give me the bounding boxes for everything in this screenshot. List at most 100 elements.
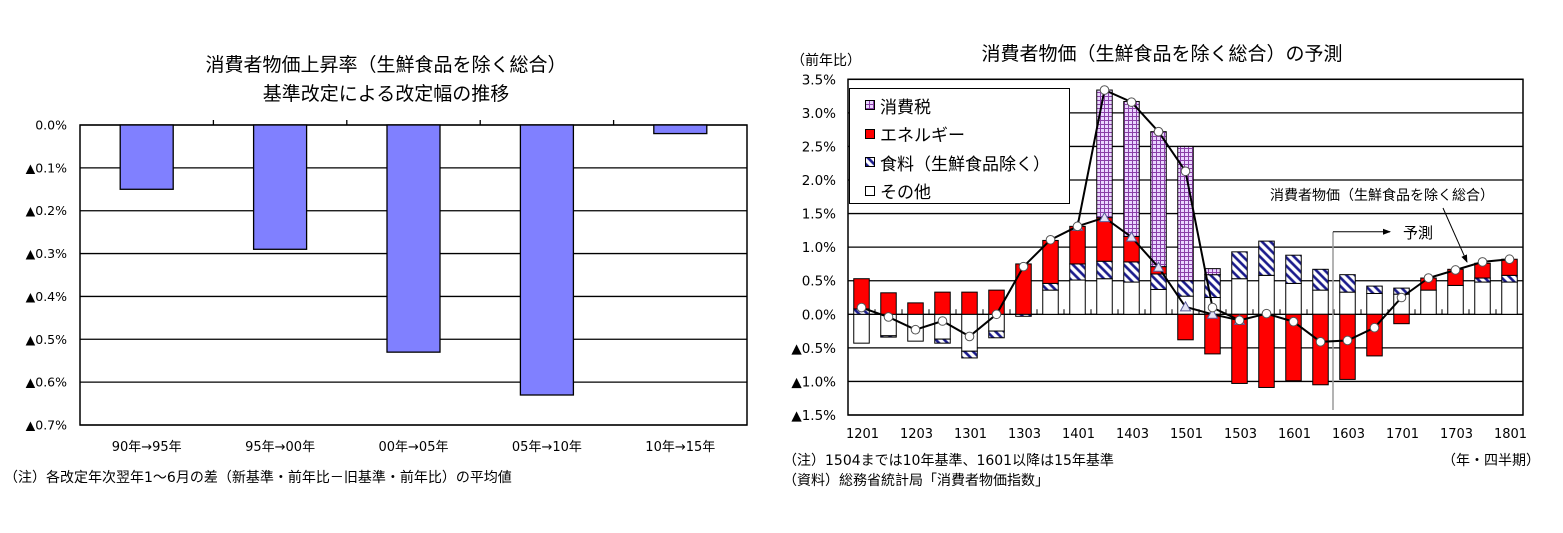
triangle-marker-icon: [1179, 300, 1192, 312]
bar-segment: [1285, 282, 1302, 315]
circle-marker-icon: [1342, 335, 1353, 346]
grid-swatch-icon: [865, 100, 875, 111]
left-chart-note: （注）各改定年次翌年1～6月の差（新基準・前年比－旧基準・前年比）の平均値: [4, 470, 512, 486]
left-chart-plot: 0.0% ▲0.1% ▲0.2% ▲0.3% ▲0.4% ▲0.5% ▲0.6% ▲0.7% 9…: [26, 118, 748, 455]
legend-item-consumption-tax: 消費税: [850, 91, 1069, 120]
bar: [386, 124, 441, 353]
annotation-cpi-line-label: 消費者物価（生鮮食品を除く総合）: [1270, 188, 1494, 204]
y-tick-label: 2.5%: [802, 139, 836, 155]
circle-marker-icon: [1234, 315, 1245, 326]
bar: [519, 124, 575, 396]
circle-marker-icon: [1396, 292, 1407, 303]
red-swatch-icon: [865, 128, 875, 139]
bar-segment: [1069, 263, 1086, 281]
bar-segment: [1420, 289, 1437, 315]
y-tick-label: ▲0.5%: [26, 332, 67, 347]
circle-marker-icon: [964, 331, 975, 342]
bar-segment: [1339, 313, 1356, 380]
bar-segment: [1312, 268, 1329, 291]
x-tick-label: 1601: [1278, 427, 1311, 442]
circle-marker-icon: [1180, 166, 1191, 177]
x-tick-label: 1403: [1116, 427, 1149, 442]
bar-segment: [1177, 280, 1194, 297]
circle-marker-icon: [1423, 273, 1434, 283]
bar-segment: [1312, 313, 1329, 386]
right-chart-note-base-year: （注）1504までは10年基準、1601以降は15年基準: [783, 453, 1114, 469]
bar-segment: [1447, 284, 1464, 315]
y-tick-label: ▲0.5%: [791, 341, 836, 357]
legend-label: 食料（生鮮食品除く）: [880, 154, 1050, 175]
y-tick-label: 1.5%: [802, 207, 836, 223]
bar-segment: [1366, 292, 1383, 315]
bar-segment: [1312, 289, 1329, 315]
y-tick-label: 0.0%: [802, 307, 836, 323]
y-tick-label: ▲1.5%: [791, 408, 836, 424]
bar-segment: [1015, 263, 1032, 315]
bar-segment: [1366, 285, 1383, 294]
bar-segment: [934, 338, 951, 344]
circle-marker-icon: [1261, 308, 1272, 319]
bar-segment: [1474, 281, 1491, 315]
bar-segment: [1069, 225, 1086, 265]
bar-segment: [1393, 313, 1410, 325]
bar-segment: [1096, 260, 1113, 280]
right-chart-source: （資料）総務省統計局「消費者物価指数」: [783, 473, 1049, 489]
plot-frame: [847, 78, 1524, 416]
legend-item-food: 食料（生鮮食品除く）: [850, 148, 1069, 177]
annotation-arrow-icon: [1442, 207, 1468, 263]
y-tick-label: ▲0.2%: [26, 203, 67, 218]
right-chart-y-unit: （前年比）: [791, 53, 861, 69]
x-tick-label: 90年→95年: [112, 440, 182, 455]
bar-segment: [1123, 100, 1140, 237]
bar-segment: [1204, 313, 1221, 355]
x-tick-label: 00年→05年: [379, 440, 449, 455]
y-tick-label: ▲0.4%: [26, 289, 67, 304]
bar-segment: [1123, 281, 1140, 315]
bar-segment: [1096, 89, 1113, 219]
x-tick-label: 1503: [1224, 427, 1257, 442]
legend-item-other: その他: [850, 177, 1069, 206]
bar-segment: [1069, 279, 1086, 315]
bar-segment: [934, 291, 951, 315]
circle-marker-icon: [1450, 265, 1461, 275]
triangle-marker-icon: [1206, 308, 1219, 319]
x-tick-label: 1701: [1386, 427, 1419, 442]
bar-segment: [1258, 313, 1275, 388]
bar-segment: [961, 291, 978, 315]
bar-segment: [1123, 261, 1140, 283]
circle-marker-icon: [1126, 97, 1137, 107]
circle-marker-icon: [1369, 322, 1380, 333]
bar-segment: [1501, 281, 1518, 315]
right-chart-x-unit: （年・四半期）: [1442, 453, 1540, 469]
circle-marker-icon: [1207, 302, 1218, 313]
x-tick-label: 1201: [846, 427, 879, 442]
circle-marker-icon: [1045, 234, 1056, 245]
bar: [653, 124, 708, 135]
annotation-forecast-label: 予測: [1403, 224, 1434, 242]
bar-segment: [1258, 240, 1275, 276]
hatch-swatch-icon: [865, 157, 875, 168]
bar-segment: [1042, 239, 1059, 284]
y-tick-label: ▲0.1%: [26, 160, 67, 175]
y-tick-label: ▲0.3%: [26, 246, 67, 261]
legend-item-energy: エネルギー: [850, 120, 1069, 149]
legend-label: エネルギー: [880, 126, 965, 147]
x-tick-label: 1801: [1494, 427, 1527, 442]
x-tick-label: 10年→15年: [645, 440, 715, 455]
bar-segment: [907, 302, 924, 315]
x-tick-label: 1703: [1440, 427, 1473, 442]
left-chart-title-line1: 消費者物価上昇率（生鮮食品を除く総合）: [205, 54, 567, 76]
circle-marker-icon: [856, 302, 867, 313]
bar-segment: [1339, 274, 1356, 293]
circle-marker-icon: [1477, 257, 1488, 267]
bar-segment: [1177, 313, 1194, 341]
x-tick-label: 1301: [954, 427, 987, 442]
bar-segment: [853, 313, 870, 344]
y-tick-label: 2.0%: [802, 173, 836, 189]
y-tick-label: 3.5%: [802, 72, 836, 88]
x-tick-label: 1401: [1062, 427, 1095, 442]
circle-marker-icon: [1504, 254, 1515, 265]
bar-segment: [1285, 313, 1302, 382]
bar-segment: [961, 350, 978, 359]
left-chart-title-line2: 基準改定による改定幅の推移: [262, 83, 510, 105]
